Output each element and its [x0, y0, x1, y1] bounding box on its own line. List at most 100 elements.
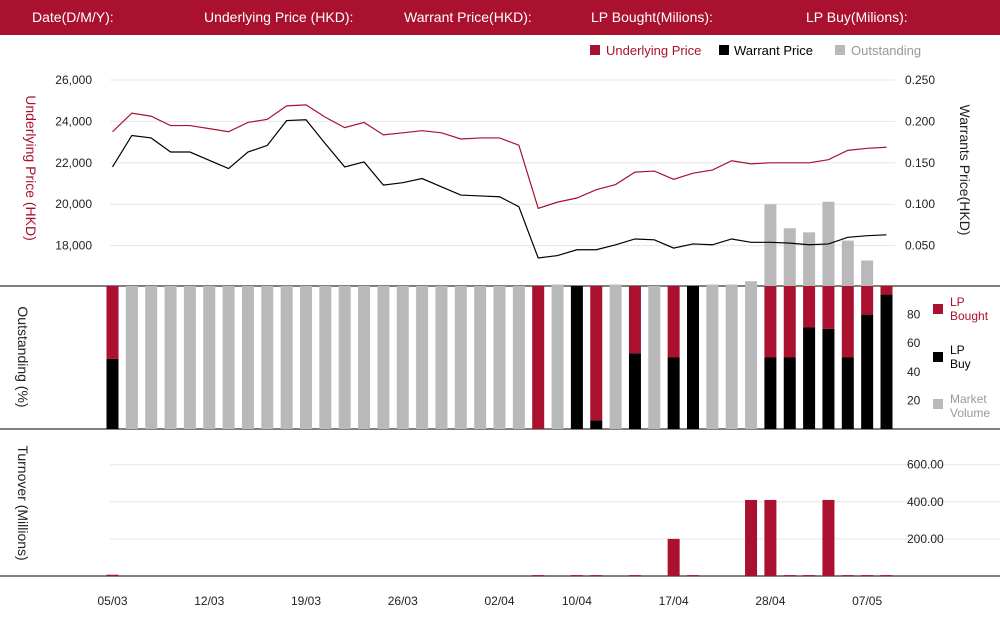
legend-underlying-swatch	[590, 45, 600, 55]
outstanding-bar	[841, 240, 854, 287]
market-volume-bar	[300, 286, 312, 429]
turnover-bar	[764, 499, 777, 576]
market-volume-bar	[261, 286, 274, 429]
outstanding-bar	[803, 232, 816, 287]
right-axis-title: Warrants Price(HKD)	[957, 105, 973, 236]
x-tick-label: 07/05	[852, 594, 882, 608]
market-volume-bar	[377, 286, 390, 429]
lp-buy-bar	[570, 286, 583, 429]
turnover-bar	[822, 499, 835, 576]
bars	[106, 201, 893, 576]
lp-bought-bar	[590, 286, 603, 421]
price-legend: Underlying Price Warrant Price Outstandi…	[590, 43, 921, 58]
x-tick-label: 19/03	[291, 594, 321, 608]
turnover-tick-label: 400.00	[907, 495, 944, 509]
date-label: Date(D/M/Y):	[32, 9, 114, 25]
turnover-bar	[880, 575, 893, 576]
lp-bought-bar	[667, 286, 680, 358]
lp-bought-bar	[822, 286, 835, 329]
left-axis-tick-label: 26,000	[55, 73, 92, 87]
left-axis-tick-label: 18,000	[55, 239, 92, 253]
market-volume-bar	[725, 284, 738, 429]
turnover-axis-title: Turnover (Millions)	[15, 445, 31, 560]
lp-buy-bar	[628, 353, 641, 429]
x-tick-label: 28/04	[755, 594, 785, 608]
axis-ticks: 26,000 24,000 22,000 20,000 18,000 0.250 0.200…	[55, 73, 944, 608]
x-tick-label: 10/04	[562, 594, 592, 608]
lp-bought-bar	[628, 286, 641, 354]
lp-bought-bar	[880, 286, 893, 295]
underlying-price-line	[112, 104, 887, 210]
x-tick-label: 26/03	[388, 594, 418, 608]
legend-market-volume-line1: Market	[950, 392, 987, 406]
outstanding-axis-title: Outstanding (%)	[15, 306, 31, 407]
turnover-tick-label: 200.00	[907, 532, 944, 546]
lp-bought-bar	[532, 286, 545, 429]
outstanding-bar	[764, 204, 777, 287]
warrant-price-label: Warrant Price(HKD):	[404, 9, 532, 25]
turnover-bar	[841, 575, 854, 576]
underlying-price-label: Underlying Price (HKD):	[204, 9, 354, 25]
price-lines	[111, 104, 887, 259]
legend-warrant-label: Warrant Price	[734, 43, 813, 58]
left-axis-tick-label: 22,000	[55, 156, 92, 170]
legend-lp-buy-line1: LP	[950, 343, 965, 357]
turnover-bar	[745, 499, 758, 576]
market-volume-bar	[164, 286, 177, 429]
market-volume-bar	[512, 286, 525, 429]
outstanding-bar	[783, 228, 796, 287]
legend-lp-buy-swatch	[933, 352, 943, 362]
market-volume-bar	[145, 286, 158, 429]
turnover-bar	[570, 575, 583, 576]
market-volume-bar	[203, 286, 216, 429]
lp-buy-bar	[106, 358, 119, 429]
x-tick-label: 17/04	[659, 594, 689, 608]
outstanding-tick-label: 40	[907, 365, 921, 379]
market-volume-bar	[745, 286, 758, 429]
outstanding-bar	[861, 260, 874, 287]
legend-market-volume-swatch	[933, 399, 943, 409]
right-axis-tick-label: 0.250	[905, 73, 935, 87]
lp-bought-bar	[106, 286, 119, 359]
turnover-bar	[628, 575, 641, 576]
market-volume-bar	[222, 286, 235, 429]
lp-bought-label: LP Bought(Milions):	[591, 9, 713, 25]
market-volume-bar	[493, 286, 506, 429]
x-tick-label: 12/03	[194, 594, 224, 608]
market-volume-bar	[358, 286, 371, 429]
lp-buy-bar	[880, 294, 893, 429]
lp-bought-bar	[803, 286, 816, 328]
market-volume-bar	[183, 286, 196, 429]
gridlines	[110, 79, 1000, 540]
legend-outstanding-swatch	[835, 45, 845, 55]
bar-legend: LP Bought LP Buy Market Volume	[933, 295, 990, 420]
turnover-bar	[532, 575, 545, 576]
lp-bought-bar	[764, 286, 777, 358]
market-volume-bar	[551, 284, 564, 429]
turnover-bar	[861, 575, 874, 576]
x-tick-label: 02/04	[484, 594, 514, 608]
market-volume-bar	[454, 286, 467, 429]
left-axis-tick-label: 24,000	[55, 114, 92, 128]
market-volume-bar	[338, 286, 351, 429]
turnover-bar	[590, 575, 603, 576]
market-volume-bar	[280, 286, 293, 429]
lp-buy-bar	[764, 357, 777, 429]
market-volume-bar	[416, 286, 429, 429]
market-volume-bar	[648, 286, 661, 429]
lp-bought-bar	[783, 286, 796, 358]
right-axis-tick-label: 0.100	[905, 197, 935, 211]
legend-lp-bought-line1: LP	[950, 295, 965, 309]
lp-buy-bar	[590, 420, 603, 429]
left-axis-tick-label: 20,000	[55, 197, 92, 211]
outstanding-tick-label: 60	[907, 336, 921, 350]
outstanding-tick-label: 80	[907, 308, 921, 322]
lp-buy-bar	[687, 286, 699, 429]
turnover-tick-label: 600.00	[907, 458, 944, 472]
warrant-chart: Underlying Price Warrant Price Outstandi…	[0, 43, 1000, 608]
lp-buy-bar	[667, 357, 680, 429]
right-axis-tick-label: 0.200	[905, 114, 935, 128]
lp-buy-bar	[861, 314, 874, 429]
lp-buy-bar	[803, 327, 816, 429]
market-volume-bar	[125, 286, 138, 429]
